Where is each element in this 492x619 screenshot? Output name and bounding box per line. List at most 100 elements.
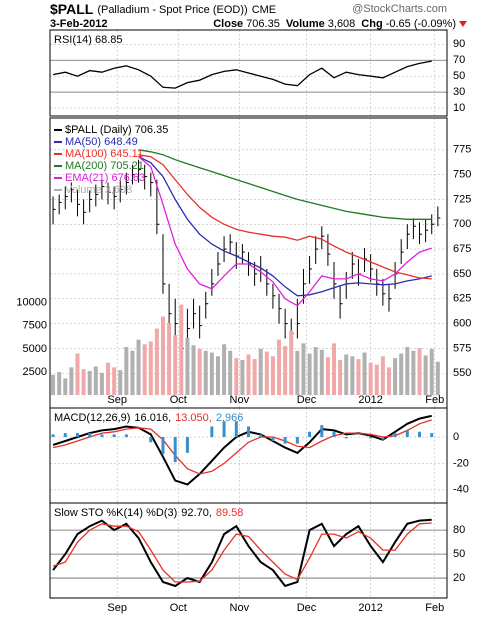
histogram-bar [112, 434, 116, 438]
volume-bar [124, 347, 129, 396]
volume-bar [411, 350, 416, 396]
y2-tick-label: 2500 [23, 366, 47, 378]
legend-entry: 2.966 [216, 412, 244, 424]
histogram-bar [63, 433, 67, 438]
x-tick-label: 2012 [358, 602, 382, 614]
volume-bar [362, 352, 367, 396]
legend-entry: EMA(21) 676.63 [65, 172, 145, 184]
volume-bar [246, 354, 251, 396]
y-tick-label: 625 [453, 293, 471, 305]
volume-bar [295, 350, 300, 396]
histogram-bar [75, 433, 79, 438]
y-tick-label: 775 [453, 144, 471, 156]
y-tick-label: 90 [453, 38, 465, 50]
volume-bar [325, 357, 330, 396]
histogram-bar [259, 434, 263, 438]
volume-bar [130, 350, 135, 396]
histogram-bar [100, 434, 104, 438]
volume-label: Volume [286, 18, 325, 30]
x-tick-label: Oct [170, 602, 187, 614]
histogram-bar [332, 431, 336, 438]
volume-bar [423, 355, 428, 396]
volume-bar [160, 316, 165, 396]
down-arrow [459, 21, 467, 27]
panel: 80 50 20 Sep Oct Nov Dec 2012 Feb Slow STO %K(14)… [49, 502, 465, 614]
y-tick-label: -40 [453, 484, 469, 496]
volume-bar [356, 359, 361, 396]
indicator-line [138, 149, 432, 220]
histogram-bar [405, 430, 409, 438]
chg-label: Chg [361, 18, 382, 30]
volume-bar [277, 339, 282, 396]
volume-bar [118, 370, 123, 396]
volume-bar [368, 362, 373, 396]
histogram-bar [393, 433, 397, 438]
panel-frame [49, 502, 448, 599]
y-tick-label: 20 [453, 572, 465, 584]
legend-entry: $PALL (Daily) 706.35 [65, 124, 168, 136]
histogram-bar [430, 433, 434, 438]
y-tick-label: 50 [453, 548, 465, 560]
volume-bar [203, 350, 208, 396]
volume-bar [338, 359, 343, 396]
histogram-bar [185, 437, 189, 453]
volume-value: 3,608 [328, 18, 356, 30]
volume-bar [51, 374, 56, 396]
histogram-bar [271, 437, 275, 441]
legend-entry: MA(100) 645.11 [65, 148, 143, 160]
indicator-line [52, 419, 432, 475]
legend-entry: 92.70, [181, 507, 212, 519]
y-tick-label: 600 [453, 317, 471, 329]
panel-title: Slow STO %K(14) %D(3) [54, 507, 177, 519]
volume-bar [185, 337, 190, 396]
volume-bar [99, 372, 104, 396]
volume-bar [167, 323, 172, 396]
exchange: CME [252, 4, 276, 16]
y-tick-label: 30 [453, 86, 465, 98]
volume-bar [258, 348, 263, 396]
panel: 0 -20 -40 MACD(12,26,9) 16.016, 13.050, 2.966 [49, 407, 469, 504]
indicator-line [138, 156, 432, 297]
y-tick-label: 725 [453, 193, 471, 205]
volume-bar [106, 362, 111, 396]
histogram-bar [295, 437, 299, 444]
panel-legend: RSI(14) 68.85 [54, 34, 122, 46]
y2-tick-label: 5000 [23, 343, 47, 355]
volume-bar [179, 304, 184, 396]
histogram-bar [124, 434, 128, 438]
y-tick-label: 750 [453, 169, 471, 181]
y-tick-label: 650 [453, 268, 471, 280]
y-tick-label: 550 [453, 367, 471, 379]
volume-bar [136, 339, 141, 396]
histogram-bar [210, 426, 214, 438]
x-tick-label: Sep [107, 394, 127, 406]
volume-bar [393, 358, 398, 396]
volume-bar [222, 344, 227, 396]
volume-bar [252, 359, 257, 396]
volume-bar [417, 347, 422, 396]
y-tick-label: 675 [453, 243, 471, 255]
histogram-bar [247, 426, 250, 438]
legend-entry: MA(200) 705.21 [65, 160, 144, 172]
volume-bar [386, 367, 391, 396]
histogram-bar [88, 433, 92, 438]
y-tick-label: -20 [453, 457, 469, 469]
histogram-bar [308, 431, 312, 438]
x-tick-label: Nov [230, 602, 250, 614]
y-tick-label: 575 [453, 342, 471, 354]
date: 3-Feb-2012 [50, 18, 107, 30]
volume-bar [112, 367, 117, 396]
volume-bar [435, 361, 440, 396]
legend-entry: 89.58 [216, 507, 244, 519]
volume-bar [75, 353, 80, 396]
x-tick-label: Feb [425, 602, 444, 614]
volume-bar [215, 356, 220, 396]
panel: 90 70 50 30 10 RSI(14) 68.85 [49, 29, 465, 117]
histogram-bar [149, 437, 153, 443]
volume-bar [374, 364, 379, 396]
indicator-line [138, 154, 432, 280]
indicator-line [52, 60, 432, 89]
volume-bar [429, 348, 434, 396]
